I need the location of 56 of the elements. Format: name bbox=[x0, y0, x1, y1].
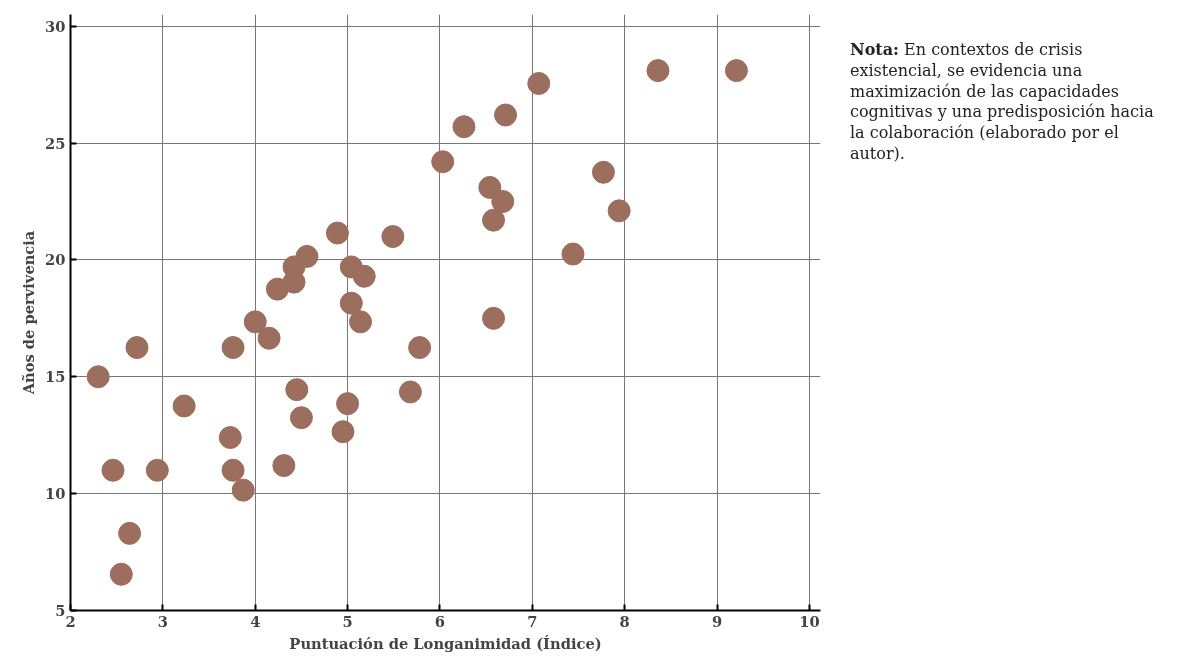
point bbox=[452, 115, 476, 139]
x-tick-label: 2 bbox=[65, 612, 76, 630]
x-tick-label: 3 bbox=[157, 612, 168, 630]
x-tick-label: 7 bbox=[527, 612, 538, 630]
x-tick-label: 8 bbox=[619, 612, 630, 630]
point bbox=[478, 175, 502, 199]
point bbox=[561, 242, 585, 266]
x-axis-title: Puntuación de Longanimidad (Índice) bbox=[289, 634, 602, 652]
y-axis-title: Años de pervivencia bbox=[20, 230, 38, 396]
point bbox=[724, 59, 748, 83]
point bbox=[349, 310, 373, 334]
x-tick-label: 5 bbox=[342, 612, 353, 630]
point bbox=[352, 264, 376, 288]
text: Nota: En contextos de crisis existencial, se evidencia una maximización de las capacidades cognitivas y una predisposición hacia la colaboración (elaborado por el autor). bbox=[850, 40, 1155, 165]
point bbox=[381, 225, 405, 249]
point bbox=[218, 426, 242, 450]
point bbox=[172, 394, 196, 418]
point bbox=[221, 458, 245, 482]
point bbox=[491, 190, 515, 213]
y-tick-label: 20 bbox=[45, 251, 66, 269]
point bbox=[289, 406, 313, 430]
point bbox=[482, 208, 506, 232]
point bbox=[339, 291, 363, 315]
point bbox=[231, 478, 255, 502]
y-tick-label: 30 bbox=[45, 17, 66, 35]
point bbox=[607, 199, 631, 223]
point bbox=[257, 326, 281, 350]
x-tick-label: 6 bbox=[434, 612, 446, 630]
point bbox=[221, 336, 245, 360]
point bbox=[325, 221, 349, 245]
point bbox=[494, 103, 518, 127]
point bbox=[398, 380, 422, 404]
y-tick-label: 15 bbox=[45, 368, 66, 386]
y-tick-label: 25 bbox=[45, 134, 66, 152]
point bbox=[109, 562, 133, 586]
point bbox=[295, 244, 319, 268]
point bbox=[331, 420, 355, 444]
x-tick-label: 9 bbox=[711, 612, 723, 630]
point bbox=[482, 306, 506, 330]
point bbox=[285, 378, 309, 402]
x-tick-label: 10 bbox=[799, 612, 820, 630]
point bbox=[646, 59, 670, 83]
point bbox=[408, 336, 432, 360]
point bbox=[336, 392, 360, 416]
point bbox=[591, 160, 615, 184]
point bbox=[125, 336, 149, 360]
x-tick-label: 4 bbox=[250, 612, 261, 630]
point bbox=[527, 71, 551, 95]
point bbox=[272, 454, 296, 478]
point bbox=[145, 458, 169, 482]
point bbox=[243, 310, 267, 334]
point bbox=[431, 150, 455, 174]
point bbox=[118, 521, 142, 545]
y-tick-label: 10 bbox=[45, 485, 66, 503]
point bbox=[101, 458, 125, 482]
point bbox=[86, 365, 110, 389]
